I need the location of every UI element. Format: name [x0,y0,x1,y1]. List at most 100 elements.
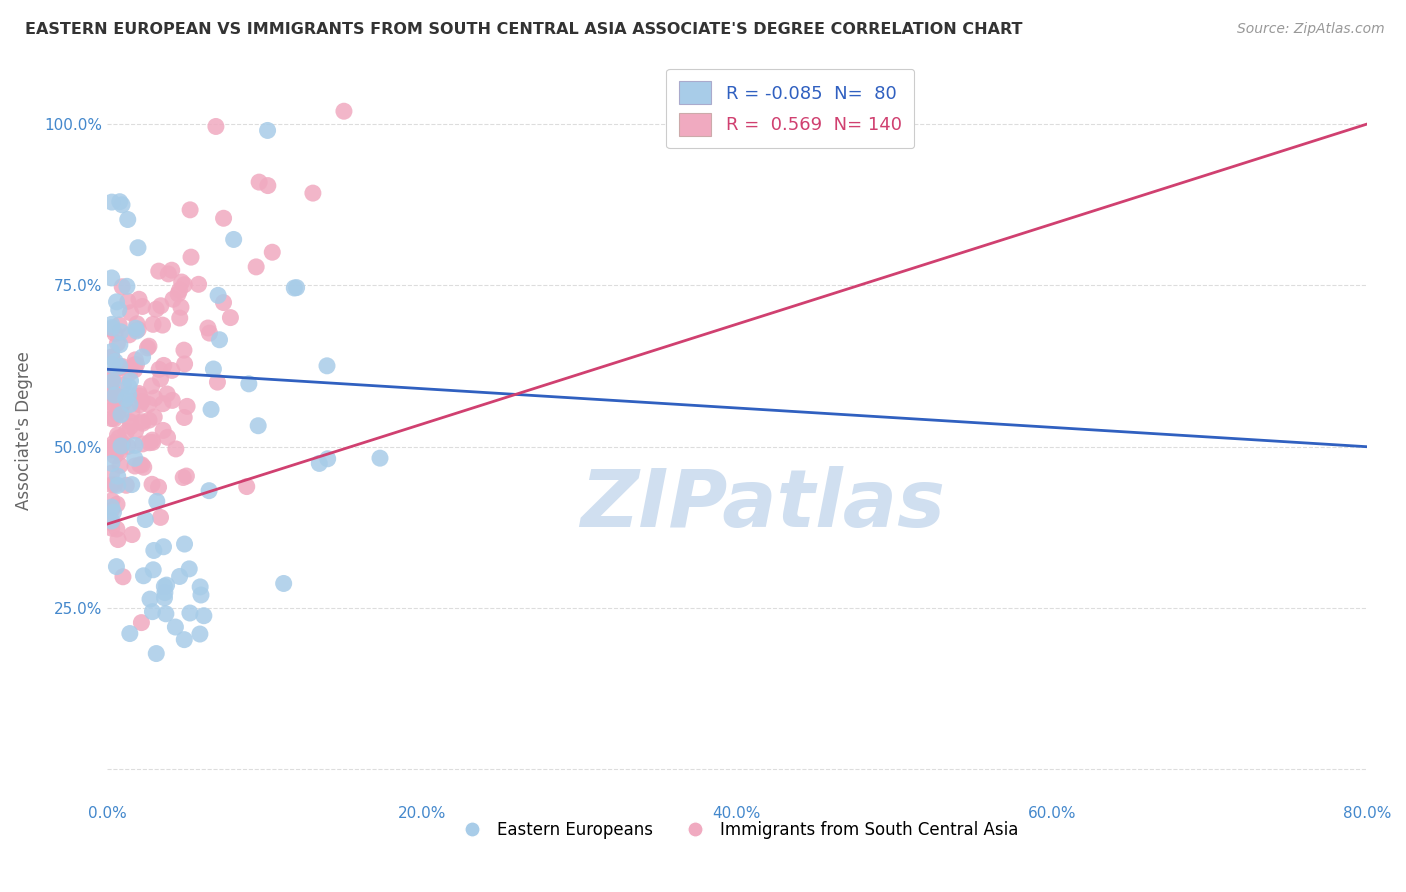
Point [273,576,295,591]
Point [111,396,134,410]
Point [125,358,148,372]
Point [149,372,172,386]
Point [202,362,225,376]
Point [141,379,163,393]
Point [200,402,222,417]
Point [104,449,127,463]
Point [167,286,190,301]
Point [124,352,146,367]
Point [125,317,148,331]
Point [100,411,122,425]
Point [118,626,141,640]
Point [104,354,127,368]
Point [131,300,153,314]
Point [118,379,141,393]
Point [245,260,267,274]
Point [138,339,160,353]
Point [136,341,159,355]
Point [160,263,183,277]
Point [107,336,129,351]
Text: ZIPatlas: ZIPatlas [579,466,945,544]
Point [198,326,221,340]
Point [256,123,278,137]
Point [302,186,325,200]
Point [100,374,122,388]
Point [107,428,129,442]
Y-axis label: Associate's Degree: Associate's Degree [15,351,32,510]
Point [172,470,194,484]
Point [256,178,278,193]
Point [111,398,134,412]
Point [153,591,176,605]
Point [205,120,228,134]
Point [138,397,160,411]
Point [162,292,184,306]
Point [132,568,155,582]
Point [100,516,122,530]
Point [285,280,308,294]
Point [108,318,131,332]
Point [117,212,139,227]
Point [114,392,136,406]
Point [128,389,150,403]
Point [162,393,184,408]
Point [101,195,124,210]
Point [152,318,174,332]
Point [180,250,202,264]
Point [142,435,165,450]
Point [219,310,242,325]
Point [152,424,174,438]
Point [316,451,339,466]
Point [131,437,153,451]
Point [142,543,165,558]
Point [128,293,150,307]
Point [138,435,160,450]
Point [103,412,125,426]
Point [169,569,191,583]
Point [170,275,193,289]
Point [176,400,198,414]
Point [222,232,245,246]
Point [100,514,122,528]
Point [108,360,131,375]
Point [108,337,131,351]
Point [152,397,174,411]
Point [145,302,167,317]
Point [100,521,122,535]
Point [146,494,169,508]
Point [131,350,153,364]
Point [105,497,128,511]
Point [141,605,163,619]
Point [141,477,163,491]
Point [118,387,141,401]
Point [100,442,122,457]
Point [148,362,170,376]
Point [101,396,124,410]
Point [176,469,198,483]
Point [100,322,122,336]
Point [110,439,132,453]
Point [129,398,152,412]
Point [333,104,356,119]
Point [100,358,122,372]
Point [152,540,174,554]
Point [111,359,134,374]
Point [108,445,131,459]
Point [190,588,212,602]
Point [283,281,305,295]
Point [247,418,270,433]
Point [207,288,229,302]
Point [197,321,219,335]
Point [127,241,149,255]
Point [108,458,131,473]
Point [103,435,125,450]
Point [125,321,148,335]
Legend: Eastern Europeans, Immigrants from South Central Asia: Eastern Europeans, Immigrants from South… [449,814,1025,846]
Point [165,442,187,456]
Point [235,479,257,493]
Point [118,327,141,342]
Point [170,300,193,314]
Point [100,344,122,359]
Point [169,311,191,326]
Point [155,578,177,592]
